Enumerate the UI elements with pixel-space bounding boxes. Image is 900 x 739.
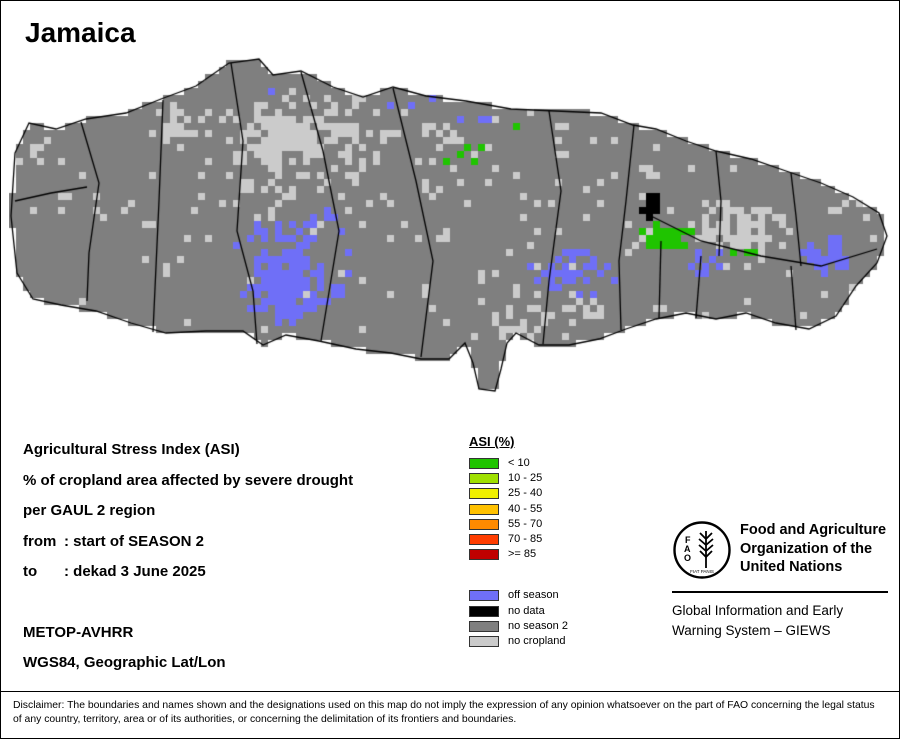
legend-row: no season 2 (469, 619, 568, 634)
legend-swatch (469, 473, 499, 485)
legend-label: >= 85 (508, 548, 537, 561)
fao-org-line: Organization of the (740, 540, 873, 557)
legend-swatch (469, 534, 499, 546)
legend-swatch (469, 549, 499, 561)
fao-logo-icon: F A O FIAT PANIS (673, 521, 731, 579)
legend-row: 40 - 55 (469, 502, 568, 517)
fao-logo-row: F A O FIAT PANIS Food and Agriculture Or… (672, 518, 888, 582)
legend-label: no data (508, 604, 545, 617)
legend-row: off season (469, 588, 568, 603)
fao-letter-o: O (684, 553, 691, 563)
fao-org-line: Food and Agriculture (740, 522, 887, 538)
legend-label: 25 - 40 (508, 487, 543, 500)
sensor-line: METOP-AVHRR (23, 623, 134, 641)
legend-row: < 10 (469, 456, 568, 471)
from-value: : start of SEASON 2 (64, 532, 205, 550)
page-title: Jamaica (25, 17, 136, 48)
legend-row: 55 - 70 (469, 517, 568, 532)
giews-label: Global Information and Early Warning Sys… (672, 601, 888, 640)
period-to-line: to : dekad 3 June 2025 (23, 557, 353, 588)
legend-label: 55 - 70 (508, 517, 543, 530)
legend-swatch (469, 458, 499, 470)
legend-row: >= 85 (469, 547, 568, 562)
legend-swatch (469, 605, 499, 617)
asi-subtitle: % of cropland area affected by severe dr… (23, 471, 354, 489)
fao-org-line: United Nations (740, 559, 843, 575)
asi-region-level: per GAUL 2 region (23, 502, 156, 519)
legend-row: no data (469, 604, 568, 619)
legend-label: 40 - 55 (508, 502, 543, 515)
legend-label: no cropland (508, 634, 566, 647)
legend-title: ASI (%) (469, 434, 515, 449)
fao-org-name: Food and Agriculture Organization of the… (740, 518, 886, 577)
giews-line: Warning System – GIEWS (672, 622, 831, 638)
to-label: to (23, 563, 38, 580)
from-label: from (23, 532, 57, 550)
legend-label: off season (508, 589, 559, 602)
wheat-icon (698, 531, 714, 568)
disclaimer: Disclaimer: The boundaries and names sho… (1, 691, 899, 738)
asi-legend: ASI (%) < 10 10 - 25 25 - 40 40 - 55 55 - 70… (469, 434, 568, 649)
legend-label: < 10 (508, 457, 530, 470)
fao-motto: FIAT PANIS (690, 569, 714, 574)
fao-letter-f: F (685, 535, 691, 545)
legend-row: no cropland (469, 634, 568, 649)
legend-row: 10 - 25 (469, 471, 568, 486)
legend-swatch (469, 620, 499, 632)
giews-line: Global Information and Early (672, 603, 844, 618)
legend-label: 10 - 25 (508, 472, 543, 485)
fao-divider (672, 591, 888, 593)
asi-legend-extras: off season no data no season 2 no cropland (469, 588, 568, 649)
legend-row: 70 - 85 (469, 532, 568, 547)
projection-line: WGS84, Geographic Lat/Lon (23, 654, 226, 671)
legend-row: 25 - 40 (469, 486, 568, 501)
legend-swatch (469, 518, 499, 530)
legend-swatch (469, 635, 499, 647)
fao-block: F A O FIAT PANIS Food and Agriculture Or… (672, 518, 888, 640)
map-description: Agricultural Stress Index (ASI) % of cro… (23, 435, 353, 679)
jamaica-map (9, 53, 893, 401)
legend-label: no season 2 (508, 619, 568, 632)
legend-swatch (469, 488, 499, 500)
fao-letter-a: A (684, 544, 691, 554)
legend-swatch (469, 590, 499, 602)
legend-label: 70 - 85 (508, 533, 543, 546)
legend-swatch (469, 503, 499, 515)
asi-heading: Agricultural Stress Index (ASI) (23, 441, 240, 458)
to-value: : dekad 3 June 2025 (64, 563, 206, 580)
asi-legend-classes: < 10 10 - 25 25 - 40 40 - 55 55 - 70 70 - 85 >… (469, 456, 568, 562)
period-from-line: from : start of SEASON 2 (23, 527, 353, 558)
